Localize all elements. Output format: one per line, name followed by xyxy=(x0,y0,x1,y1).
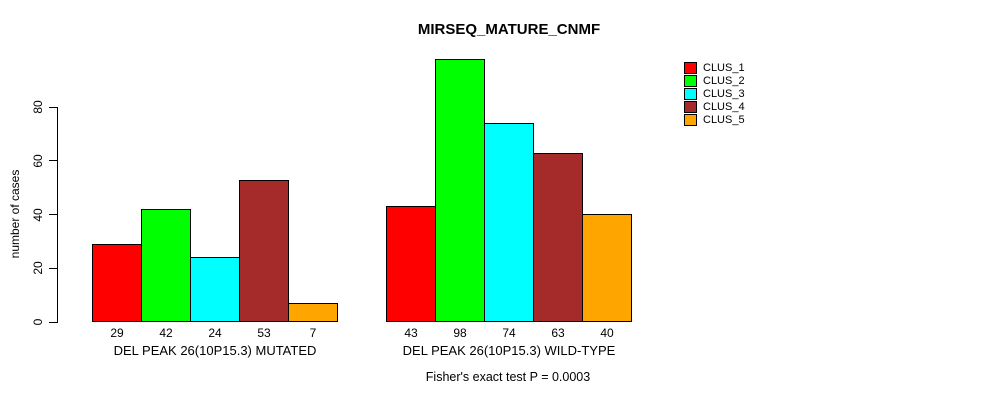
bar-value-label: 74 xyxy=(502,326,516,340)
y-tick-mark xyxy=(49,267,58,269)
bar-clus_4 xyxy=(533,153,583,322)
bar-value-label: 53 xyxy=(257,326,271,340)
legend-item: CLUS_1 xyxy=(684,61,745,74)
y-tick-label: 20 xyxy=(31,261,45,275)
bar-clus_4 xyxy=(239,180,289,322)
bar-value-label: 29 xyxy=(110,326,124,340)
y-axis-label: number of cases xyxy=(8,169,22,259)
bar-value-label: 98 xyxy=(453,326,467,340)
bar-clus_5 xyxy=(582,214,632,322)
legend-label: CLUS_3 xyxy=(703,87,745,100)
legend-item: CLUS_2 xyxy=(684,74,745,87)
bar-value-label: 63 xyxy=(551,326,565,340)
legend-label: CLUS_5 xyxy=(703,113,745,126)
bar-clus_3 xyxy=(484,123,534,322)
y-tick-label: 60 xyxy=(31,154,45,168)
y-tick-label: 80 xyxy=(31,100,45,114)
bar-clus_2 xyxy=(141,209,191,322)
legend-item: CLUS_4 xyxy=(684,100,745,113)
y-tick-mark xyxy=(49,106,58,108)
legend-item: CLUS_5 xyxy=(684,113,745,126)
bar-value-label: 24 xyxy=(208,326,222,340)
legend-item: CLUS_3 xyxy=(684,87,745,100)
y-tick-label: 0 xyxy=(31,318,45,326)
y-tick-mark xyxy=(49,160,58,162)
legend-label: CLUS_2 xyxy=(703,74,745,87)
legend-swatch-icon xyxy=(684,74,697,87)
y-axis-line xyxy=(57,107,58,323)
bar-value-label: 43 xyxy=(404,326,418,340)
bar-clus_1 xyxy=(386,206,436,322)
legend-label: CLUS_1 xyxy=(703,61,745,74)
chart-title: MIRSEQ_MATURE_CNMF xyxy=(417,21,601,38)
bar-clus_1 xyxy=(92,244,142,322)
legend-swatch-icon xyxy=(684,61,697,74)
legend-label: CLUS_4 xyxy=(703,100,745,113)
legend-swatch-icon xyxy=(684,87,697,100)
bar-clus_2 xyxy=(435,59,485,322)
bar-clus_5 xyxy=(288,303,338,322)
group-label: DEL PEAK 26(10P15.3) MUTATED xyxy=(113,343,317,358)
caption-fishers-test: Fisher's exact test P = 0.0003 xyxy=(425,370,591,384)
y-tick-mark xyxy=(49,214,58,215)
y-tick-mark xyxy=(49,321,58,323)
legend-swatch-icon xyxy=(684,100,697,113)
legend-swatch-icon xyxy=(684,113,697,126)
bar-clus_3 xyxy=(190,257,240,322)
bar-value-label: 42 xyxy=(159,326,173,340)
y-tick-label: 40 xyxy=(31,207,45,222)
group-label: DEL PEAK 26(10P15.3) WILD-TYPE xyxy=(402,343,616,358)
bar-value-label: 7 xyxy=(309,326,317,340)
bar-value-label: 40 xyxy=(600,326,614,340)
